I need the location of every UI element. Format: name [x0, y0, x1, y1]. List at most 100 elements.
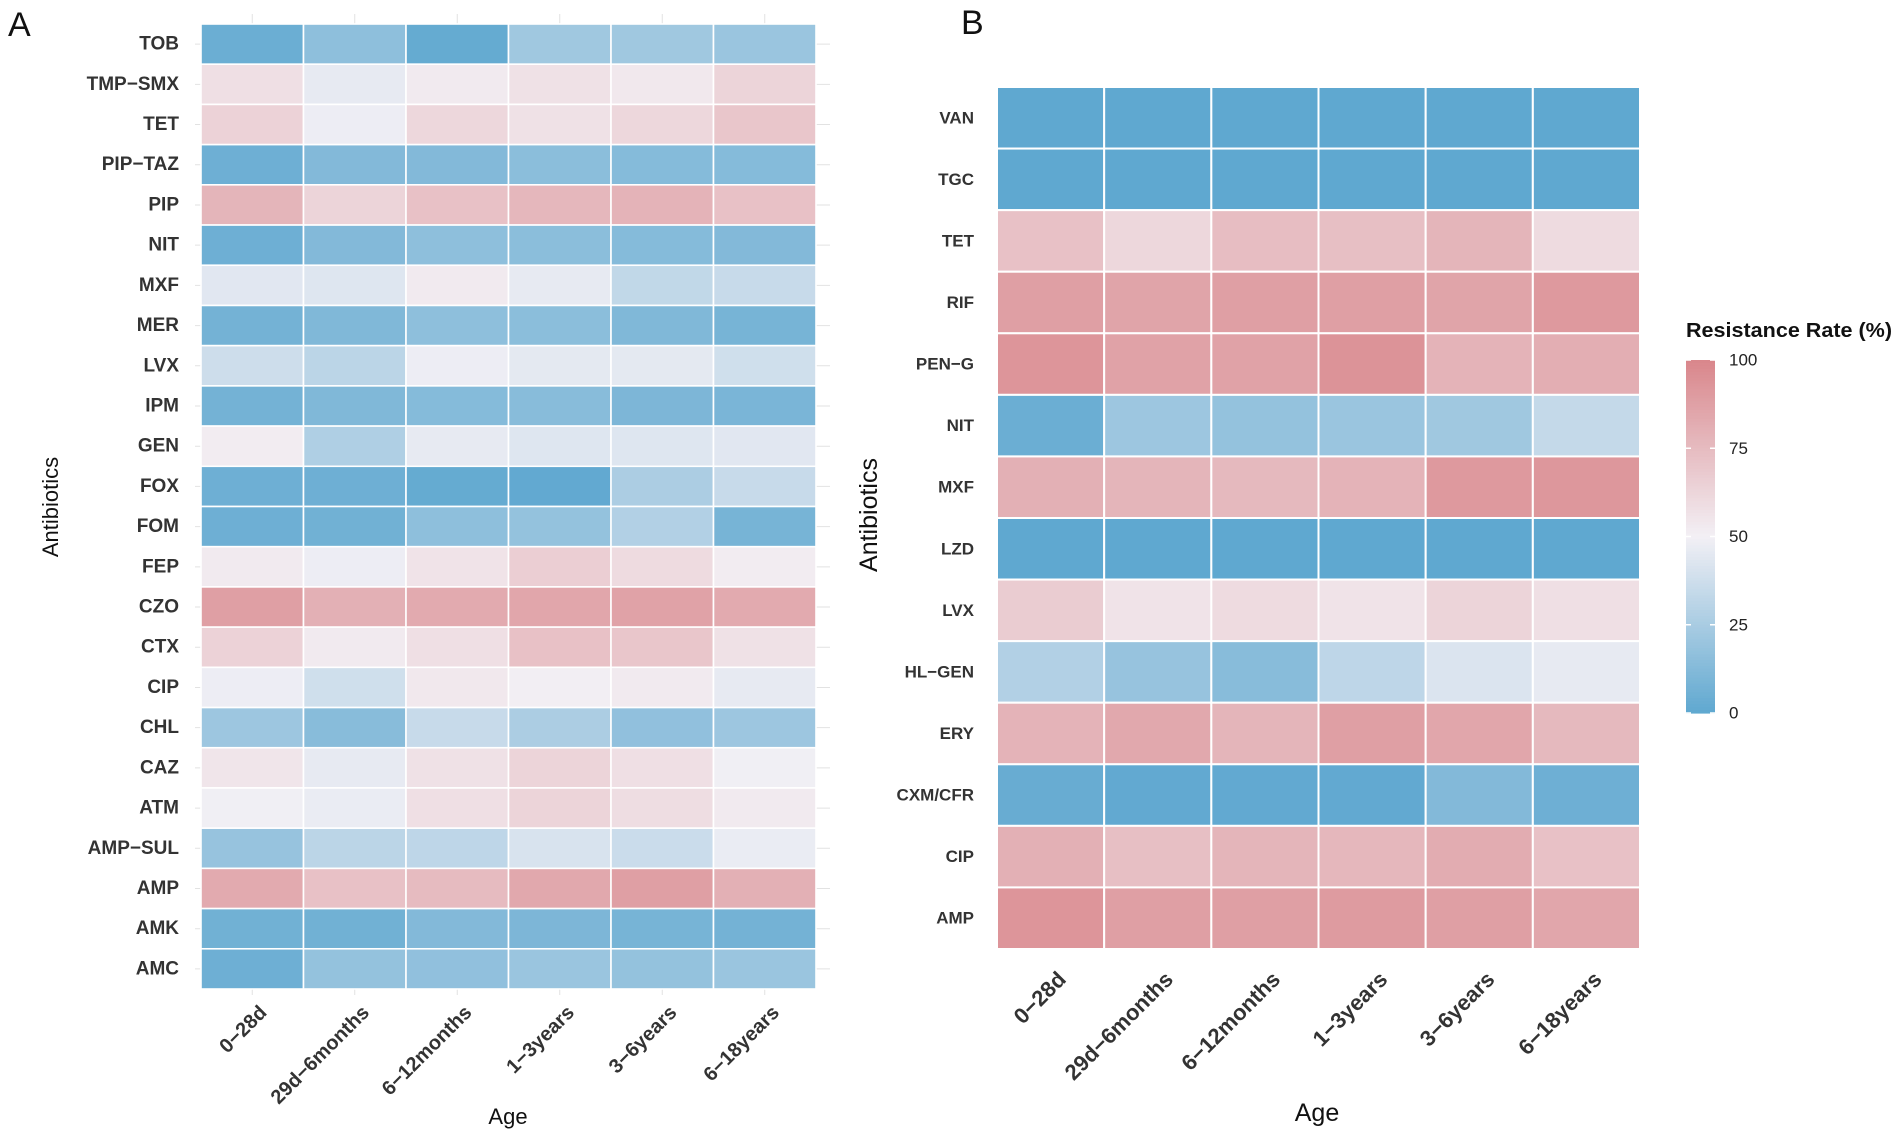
legend-color-step — [1686, 380, 1715, 385]
heatmap-cell-b-nit-6-18years — [1531, 393, 1642, 458]
legend-color-step — [1686, 665, 1715, 670]
heatmap-cell-b-mxf-6-18years — [1531, 455, 1642, 519]
heatmap-cell-a-amc-0-28d — [200, 947, 305, 990]
legend-tick-label: 25 — [1729, 615, 1748, 634]
heatmap-cell-a-cip-1-3years — [507, 666, 612, 709]
heatmap-cell-a-lvx-1-3years — [507, 344, 612, 387]
heatmap-cell-a-amp-3-6years — [610, 867, 715, 910]
heatmap-cell-a-pip-29d-6months — [302, 184, 407, 226]
y-tick-label-b-hl-gen: HL−GEN — [905, 662, 974, 681]
heatmap-cell-a-tob-1-3years — [507, 23, 612, 66]
heatmap-cell-b-cip-6-18years — [1531, 824, 1642, 889]
heatmap-cell-a-tet-1-3years — [507, 103, 612, 146]
legend-color-step — [1686, 660, 1715, 664]
legend-color-step — [1686, 477, 1715, 482]
heatmap-cell-a-amp-sul-1-3years — [507, 827, 612, 870]
legend-color-step — [1686, 524, 1715, 529]
y-tick-label-a-tet: TET — [143, 114, 179, 135]
x-tick-label-a-6-12months: 6−12months — [378, 1002, 476, 1100]
heatmap-cell-a-ctx-29d-6months — [302, 626, 407, 669]
legend-color-step — [1686, 630, 1715, 635]
heatmap-cell-a-cip-6-18years — [712, 666, 817, 709]
heatmap-cell-a-pip-1-3years — [507, 184, 612, 226]
heatmap-cell-a-pip-3-6years — [610, 184, 715, 226]
legend-color-step — [1686, 465, 1715, 470]
heatmap-cell-a-pip-taz-1-3years — [507, 143, 612, 186]
heatmap-cell-a-amc-3-6years — [610, 947, 715, 990]
legend-color-step — [1686, 460, 1715, 464]
heatmap-cell-b-tgc-1-3years — [1317, 147, 1427, 212]
legend-color-step — [1686, 442, 1715, 446]
heatmap-cell-b-pen-g-3-6years — [1424, 332, 1534, 396]
heatmap-cell-a-lvx-29d-6months — [302, 344, 407, 387]
legend-color-step — [1686, 686, 1715, 691]
legend-color-step — [1686, 627, 1715, 632]
legend-color-step — [1686, 398, 1715, 402]
heatmap-cell-a-lvx-6-18years — [712, 344, 817, 387]
legend-color-step — [1686, 510, 1715, 514]
heatmap-cell-a-ipm-3-6years — [610, 385, 715, 427]
y-tick-label-b-nit: NIT — [947, 416, 975, 435]
y-tick-label-a-fox: FOX — [140, 476, 179, 497]
heatmap-cell-a-tob-3-6years — [610, 23, 715, 66]
heatmap-cell-a-nit-1-3years — [507, 224, 612, 267]
heatmap-cell-a-czo-3-6years — [610, 586, 715, 628]
heatmap-cell-a-nit-29d-6months — [302, 224, 407, 267]
heatmap-cell-a-mxf-6-18years — [712, 264, 817, 307]
y-tick-label-a-ipm: IPM — [145, 395, 179, 416]
legend-color-step — [1686, 607, 1715, 611]
y-axis-title-b: Antibiotics — [855, 458, 883, 572]
heatmap-cell-b-hl-gen-29d-6months — [1103, 640, 1213, 704]
legend-color-step — [1686, 495, 1715, 499]
legend-color-step — [1686, 395, 1715, 399]
heatmap-cell-b-van-1-3years — [1317, 86, 1427, 150]
heatmap-cell-a-lvx-6-12months — [405, 344, 510, 387]
heatmap-cell-a-amc-6-18years — [712, 947, 817, 990]
heatmap-cells-a — [200, 23, 817, 990]
legend-color-step — [1686, 674, 1715, 679]
legend-color-step — [1686, 545, 1715, 549]
heatmap-cell-a-fom-6-18years — [712, 505, 817, 548]
heatmap-cell-b-tet-29d-6months — [1103, 209, 1213, 273]
heatmap-cell-a-pip-6-12months — [405, 184, 510, 226]
heatmap-cell-a-chl-29d-6months — [302, 706, 407, 749]
x-tick-label-b-3-6years: 3−6years — [1415, 967, 1500, 1052]
heatmap-cell-a-ipm-0-28d — [200, 385, 305, 427]
heatmap-cell-a-amk-29d-6months — [302, 907, 407, 950]
heatmap-cell-a-amp-sul-0-28d — [200, 827, 305, 870]
heatmap-cell-a-mer-1-3years — [507, 304, 612, 347]
heatmap-cell-a-caz-1-3years — [507, 746, 612, 789]
heatmap-cell-b-rif-29d-6months — [1103, 270, 1213, 335]
heatmap-cell-a-tob-29d-6months — [302, 23, 407, 66]
heatmap-cell-a-chl-6-12months — [405, 706, 510, 749]
legend-color-step — [1686, 407, 1715, 411]
heatmap-cell-b-ery-6-18years — [1531, 701, 1642, 766]
y-tick-label-b-tgc: TGC — [938, 170, 974, 189]
heatmap-cell-a-fep-29d-6months — [302, 545, 407, 588]
heatmap-cell-b-lzd-6-12months — [1210, 517, 1320, 581]
heatmap-cell-a-amk-1-3years — [507, 907, 612, 950]
x-axis-title-a: Age — [488, 1104, 527, 1129]
heatmap-cell-a-ctx-3-6years — [610, 626, 715, 669]
heatmap-cells-b — [996, 86, 1642, 951]
heatmap-cell-a-mer-6-12months — [405, 304, 510, 347]
legend-color-step — [1686, 527, 1715, 532]
y-tick-label-a-pip: PIP — [148, 194, 179, 215]
heatmap-cell-b-tet-1-3years — [1317, 209, 1427, 273]
y-tick-label-b-rif: RIF — [947, 293, 974, 312]
legend-color-step — [1686, 657, 1715, 661]
heatmap-cell-a-chl-0-28d — [200, 706, 305, 749]
heatmap-cell-a-tmp-smx-0-28d — [200, 63, 305, 106]
legend-color-step — [1686, 557, 1715, 561]
legend-color-step — [1686, 668, 1715, 673]
heatmap-cell-a-tmp-smx-6-18years — [712, 63, 817, 106]
legend-color-step — [1686, 604, 1715, 608]
heatmap-cell-b-cip-0-28d — [996, 824, 1106, 889]
heatmap-cell-a-mxf-3-6years — [610, 264, 715, 307]
heatmap-cell-a-gen-29d-6months — [302, 425, 407, 468]
heatmap-cell-b-cip-6-12months — [1210, 824, 1320, 889]
y-tick-label-a-atm: ATM — [139, 798, 179, 819]
legend-color-step — [1686, 415, 1715, 420]
legend-color-step — [1686, 474, 1715, 479]
y-tick-label-b-cxm-cfr: CXM/CFR — [897, 786, 974, 805]
